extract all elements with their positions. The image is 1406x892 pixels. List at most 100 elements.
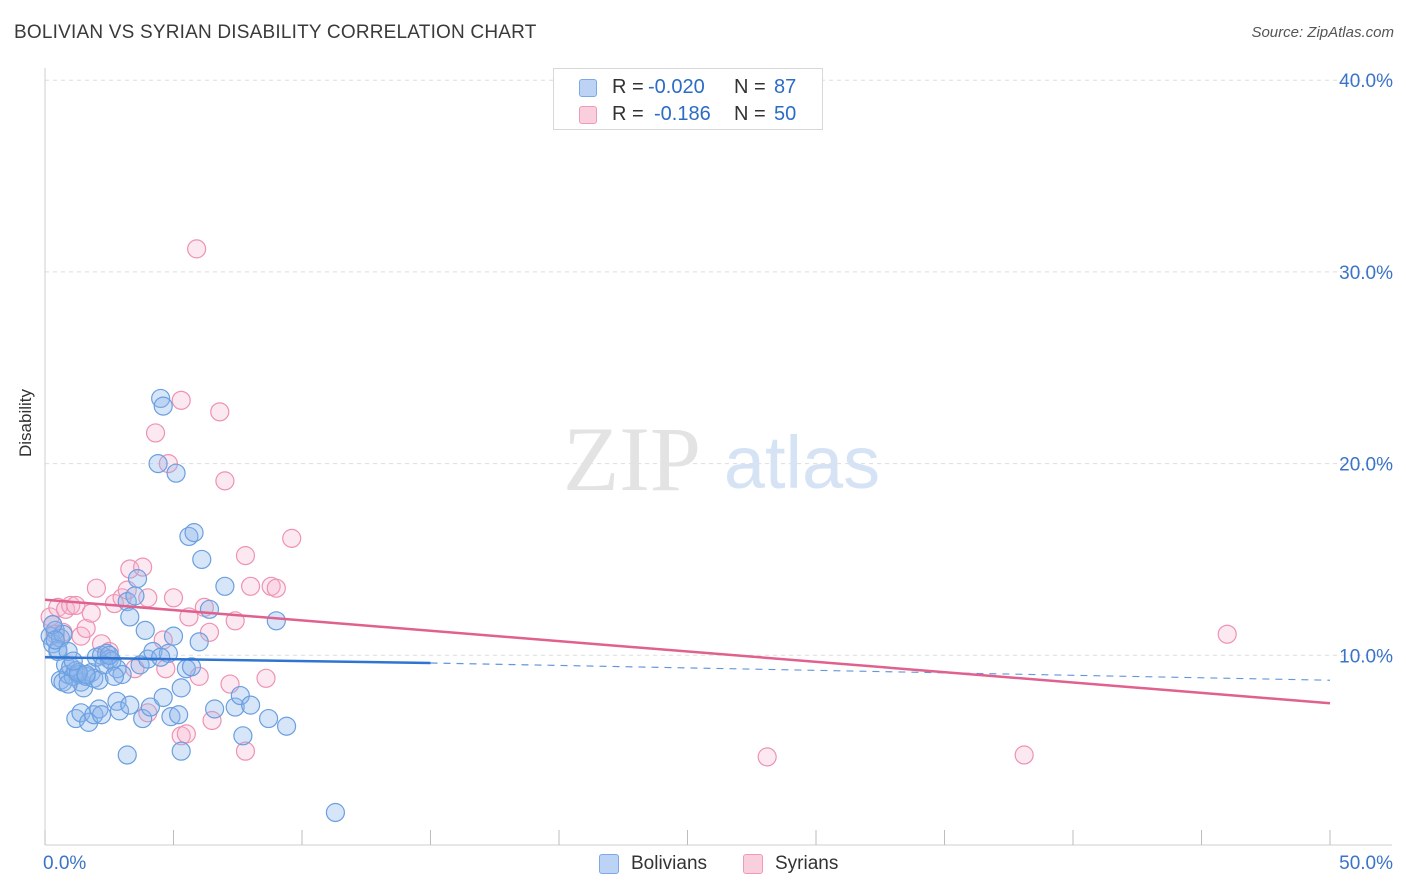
axes bbox=[44, 68, 1392, 846]
bolivian-point bbox=[43, 615, 63, 635]
bolivian-point bbox=[192, 549, 212, 570]
legend-r-value: -0.186 bbox=[654, 103, 711, 125]
bolivian-point bbox=[68, 662, 89, 683]
bolivian-point bbox=[205, 699, 225, 719]
syrian-point bbox=[235, 546, 256, 566]
gridlines bbox=[45, 79, 1392, 656]
bolivian-point bbox=[153, 687, 173, 708]
syrian-point bbox=[1014, 745, 1034, 765]
trend-lines bbox=[44, 598, 1331, 705]
legend-r-label: R = bbox=[612, 76, 644, 98]
bolivian-point bbox=[135, 620, 155, 640]
syrian-point bbox=[171, 390, 191, 410]
legend-n-value: 50 bbox=[774, 103, 797, 125]
bolivian-point bbox=[233, 726, 253, 746]
bolivian-point bbox=[266, 611, 286, 631]
bolivian-point bbox=[230, 685, 250, 706]
syrian-point bbox=[266, 578, 286, 598]
bolivian-point bbox=[169, 705, 189, 725]
syrian-point bbox=[133, 557, 153, 577]
bolivian-point bbox=[45, 630, 65, 650]
syrian-point bbox=[210, 402, 230, 422]
syrian-point bbox=[158, 454, 178, 474]
bolivian-point bbox=[325, 802, 346, 823]
x-tick-label: 0.0% bbox=[43, 853, 86, 874]
legend-n-label: N = bbox=[734, 103, 766, 125]
bolivian-point bbox=[143, 641, 163, 662]
bolivian-point bbox=[99, 645, 119, 665]
syrian-point bbox=[202, 710, 222, 731]
bolivian-point bbox=[225, 697, 245, 717]
syrian-point bbox=[235, 741, 256, 761]
y-tick-label: 10.0% bbox=[1339, 646, 1393, 667]
syrian-point bbox=[187, 239, 207, 259]
bolivian-point bbox=[109, 701, 130, 721]
correlation-legend: R = -0.020 N = 87 R = -0.186 N = 50 bbox=[553, 68, 823, 130]
bolivian-point bbox=[66, 708, 86, 729]
bolivian-point bbox=[148, 454, 168, 474]
bolivian-point bbox=[181, 657, 202, 677]
watermark-atlas: atlas bbox=[724, 421, 880, 504]
bolivian-points bbox=[40, 388, 346, 823]
source-label: Source: ZipAtlas.com bbox=[1251, 24, 1394, 41]
bolivian-point bbox=[171, 678, 191, 698]
series-legend: Bolivians Syrians bbox=[0, 852, 1406, 878]
bolivian-point bbox=[117, 745, 137, 765]
bolivian-point bbox=[163, 626, 184, 646]
bolivian-point bbox=[127, 569, 148, 589]
bolivian-trend-extension bbox=[430, 662, 1331, 681]
bolivian-point bbox=[258, 708, 279, 729]
x-tick-label: 50.0% bbox=[1339, 853, 1393, 874]
syrian-point bbox=[163, 588, 184, 608]
bolivian-point bbox=[84, 705, 104, 725]
bolivian-point bbox=[133, 708, 153, 729]
bolivian-point bbox=[104, 666, 124, 686]
syrian-point bbox=[199, 622, 220, 642]
bolivian-point bbox=[125, 586, 145, 606]
legend-label-bolivians: Bolivians bbox=[631, 853, 708, 874]
bolivian-point bbox=[153, 396, 173, 416]
bolivian-point bbox=[184, 523, 204, 543]
syrian-point bbox=[282, 528, 302, 548]
legend-swatch-syrians bbox=[579, 106, 597, 124]
bolivian-point bbox=[53, 624, 73, 644]
bolivian-point bbox=[276, 716, 297, 736]
syrian-point bbox=[145, 423, 166, 443]
legend-swatch-bolivians bbox=[579, 79, 597, 97]
bolivian-point bbox=[151, 647, 171, 667]
legend-n-label: N = bbox=[734, 76, 766, 98]
bolivian-point bbox=[112, 664, 132, 685]
syrian-trend-line bbox=[44, 598, 1331, 705]
syrian-point bbox=[176, 724, 196, 744]
syrian-point bbox=[86, 578, 107, 598]
bolivian-trend-line bbox=[44, 655, 431, 665]
syrian-point bbox=[76, 618, 96, 639]
tick-labels: 10.0% 20.0% 30.0% 40.0% 0.0% 50.0% bbox=[43, 71, 1393, 874]
bolivian-point bbox=[215, 576, 235, 596]
y-axis-label: Disability bbox=[16, 388, 35, 457]
chart-title: BOLIVIAN VS SYRIAN DISABILITY CORRELATIO… bbox=[14, 22, 537, 43]
syrian-point bbox=[757, 747, 777, 767]
legend-n-value: 87 bbox=[774, 76, 797, 98]
bolivian-point bbox=[76, 664, 96, 685]
syrian-point bbox=[215, 471, 235, 491]
bolivian-point bbox=[151, 388, 171, 409]
y-tick-label: 40.0% bbox=[1339, 71, 1393, 92]
bolivian-point bbox=[58, 641, 78, 662]
bolivian-point bbox=[161, 707, 181, 727]
bolivian-point bbox=[120, 695, 140, 715]
bolivian-point bbox=[130, 655, 150, 675]
bolivian-point bbox=[189, 632, 209, 652]
syrian-point bbox=[1217, 624, 1237, 644]
y-tick-label: 20.0% bbox=[1339, 455, 1393, 476]
bolivian-point bbox=[166, 463, 186, 483]
watermark: ZIP atlas bbox=[563, 408, 880, 510]
bolivian-point bbox=[171, 741, 191, 761]
bolivian-point bbox=[91, 705, 112, 725]
bolivian-point bbox=[63, 651, 83, 671]
legend-r-label: R = bbox=[612, 103, 644, 125]
syrian-point bbox=[241, 576, 261, 596]
legend-r-value: -0.020 bbox=[648, 76, 705, 98]
bolivian-point bbox=[120, 607, 140, 627]
